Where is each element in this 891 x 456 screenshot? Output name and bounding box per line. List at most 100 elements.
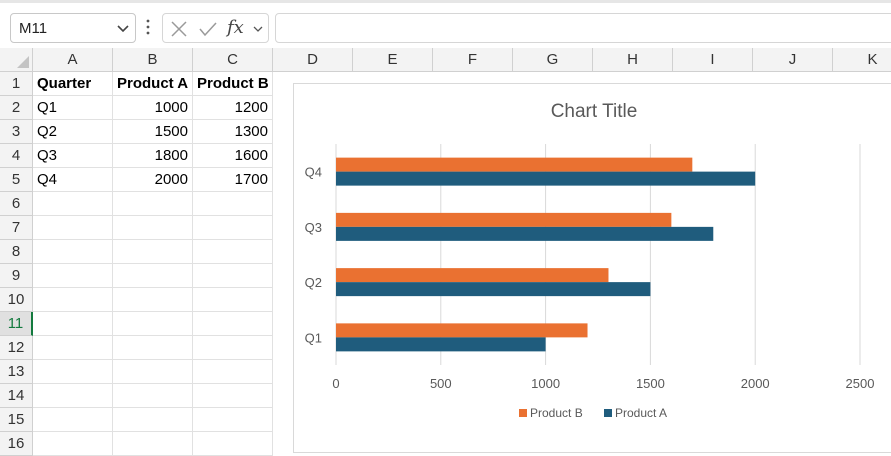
- row-header-5[interactable]: 5: [0, 168, 33, 192]
- cell-c4[interactable]: 1600: [193, 144, 273, 168]
- cell-a16[interactable]: [33, 432, 113, 456]
- formula-tools: fx: [162, 13, 269, 43]
- column-header-c[interactable]: C: [193, 48, 273, 72]
- column-header-j[interactable]: J: [753, 48, 833, 72]
- cell-b4[interactable]: 1800: [113, 144, 193, 168]
- name-box[interactable]: M11: [10, 13, 136, 43]
- row-header-12[interactable]: 12: [0, 336, 33, 360]
- cell-b2[interactable]: 1000: [113, 96, 193, 120]
- cell-a15[interactable]: [33, 408, 113, 432]
- chart-title[interactable]: Chart Title: [551, 101, 638, 122]
- row-header-16[interactable]: 16: [0, 432, 33, 456]
- row-header-14[interactable]: 14: [0, 384, 33, 408]
- select-all-icon: [17, 56, 29, 68]
- cell-a11[interactable]: [33, 312, 113, 336]
- cell-c6[interactable]: [193, 192, 273, 216]
- cell-a1[interactable]: Quarter: [33, 72, 113, 96]
- row-header-1[interactable]: 1: [0, 72, 33, 96]
- row-header-11[interactable]: 11: [0, 312, 33, 336]
- cell-b14[interactable]: [113, 384, 193, 408]
- cell-b16[interactable]: [113, 432, 193, 456]
- x-tick-label: 500: [430, 376, 452, 391]
- cell-a8[interactable]: [33, 240, 113, 264]
- cell-b12[interactable]: [113, 336, 193, 360]
- cell-b15[interactable]: [113, 408, 193, 432]
- checkmark-icon[interactable]: [198, 20, 218, 38]
- cell-a2[interactable]: Q1: [33, 96, 113, 120]
- cell-c1[interactable]: Product B: [193, 72, 273, 96]
- row-header-7[interactable]: 7: [0, 216, 33, 240]
- cell-b8[interactable]: [113, 240, 193, 264]
- cell-c15[interactable]: [193, 408, 273, 432]
- column-header-a[interactable]: A: [33, 48, 113, 72]
- y-tick-label: Q2: [305, 275, 322, 290]
- bar-product-a-q3: [336, 226, 714, 241]
- bar-product-b-q3: [336, 212, 672, 227]
- cell-c16[interactable]: [193, 432, 273, 456]
- formula-bar: M11 fx: [0, 0, 891, 49]
- row-header-8[interactable]: 8: [0, 240, 33, 264]
- select-all-corner[interactable]: [0, 48, 33, 72]
- cell-a6[interactable]: [33, 192, 113, 216]
- column-header-g[interactable]: G: [513, 48, 593, 72]
- column-header-f[interactable]: F: [433, 48, 513, 72]
- cell-b9[interactable]: [113, 264, 193, 288]
- formula-input[interactable]: [275, 13, 891, 43]
- chevron-down-icon[interactable]: [252, 23, 264, 35]
- cell-b10[interactable]: [113, 288, 193, 312]
- cell-b3[interactable]: 1500: [113, 120, 193, 144]
- cell-a9[interactable]: [33, 264, 113, 288]
- cell-a13[interactable]: [33, 360, 113, 384]
- row-header-10[interactable]: 10: [0, 288, 33, 312]
- column-header-b[interactable]: B: [113, 48, 193, 72]
- cell-c12[interactable]: [193, 336, 273, 360]
- cell-c9[interactable]: [193, 264, 273, 288]
- bar-product-a-q1: [336, 337, 546, 352]
- row-header-6[interactable]: 6: [0, 192, 33, 216]
- column-header-d[interactable]: D: [273, 48, 353, 72]
- row-header-9[interactable]: 9: [0, 264, 33, 288]
- cell-c2[interactable]: 1200: [193, 96, 273, 120]
- more-options-icon[interactable]: [145, 17, 151, 37]
- column-header-h[interactable]: H: [593, 48, 673, 72]
- cell-b5[interactable]: 2000: [113, 168, 193, 192]
- cell-b11[interactable]: [113, 312, 193, 336]
- legend-label-product-a: Product A: [615, 406, 667, 420]
- x-tick-label: 1500: [636, 376, 665, 391]
- bar-chart[interactable]: Chart Title 0 500 1000 1500 2000 2500 Q1 Q2 Q3 Q4 P…: [293, 83, 891, 453]
- cell-c14[interactable]: [193, 384, 273, 408]
- cell-c3[interactable]: 1300: [193, 120, 273, 144]
- cell-c11[interactable]: [193, 312, 273, 336]
- cancel-icon[interactable]: [170, 20, 188, 38]
- column-header-i[interactable]: I: [673, 48, 753, 72]
- cell-c7[interactable]: [193, 216, 273, 240]
- cell-c5[interactable]: 1700: [193, 168, 273, 192]
- row-header-2[interactable]: 2: [0, 96, 33, 120]
- cell-a4[interactable]: Q3: [33, 144, 113, 168]
- cell-a3[interactable]: Q2: [33, 120, 113, 144]
- cell-c10[interactable]: [193, 288, 273, 312]
- cell-a5[interactable]: Q4: [33, 168, 113, 192]
- row-header-3[interactable]: 3: [0, 120, 33, 144]
- bar-product-b-q1: [336, 323, 588, 338]
- cell-b7[interactable]: [113, 216, 193, 240]
- cell-b1[interactable]: Product A: [113, 72, 193, 96]
- cell-b6[interactable]: [113, 192, 193, 216]
- cell-c13[interactable]: [193, 360, 273, 384]
- cell-a12[interactable]: [33, 336, 113, 360]
- cell-c8[interactable]: [193, 240, 273, 264]
- y-tick-label: Q3: [305, 220, 322, 235]
- chevron-down-icon[interactable]: [115, 20, 131, 36]
- row-header-13[interactable]: 13: [0, 360, 33, 384]
- row-header-4[interactable]: 4: [0, 144, 33, 168]
- x-tick-label: 0: [332, 376, 339, 391]
- column-header-k[interactable]: K: [833, 48, 891, 72]
- row-header-15[interactable]: 15: [0, 408, 33, 432]
- cell-b13[interactable]: [113, 360, 193, 384]
- insert-function-icon[interactable]: fx: [227, 17, 244, 38]
- column-header-e[interactable]: E: [353, 48, 433, 72]
- cell-a7[interactable]: [33, 216, 113, 240]
- cell-a14[interactable]: [33, 384, 113, 408]
- chart-canvas: Chart Title 0 500 1000 1500 2000 2500 Q1 Q2 Q3 Q4 P…: [305, 101, 875, 420]
- cell-a10[interactable]: [33, 288, 113, 312]
